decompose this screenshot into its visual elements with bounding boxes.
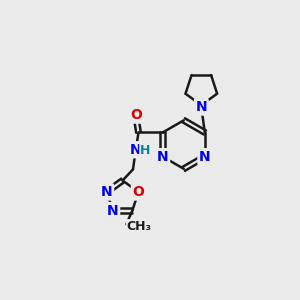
Text: N: N	[130, 143, 142, 157]
Text: O: O	[130, 108, 142, 122]
Text: N: N	[107, 204, 118, 218]
Text: CH₃: CH₃	[127, 220, 152, 233]
Text: N: N	[157, 150, 169, 164]
Text: N: N	[199, 150, 211, 164]
Text: H: H	[140, 144, 151, 158]
Text: N: N	[196, 100, 207, 114]
Text: N: N	[101, 185, 112, 199]
Text: O: O	[133, 185, 144, 199]
